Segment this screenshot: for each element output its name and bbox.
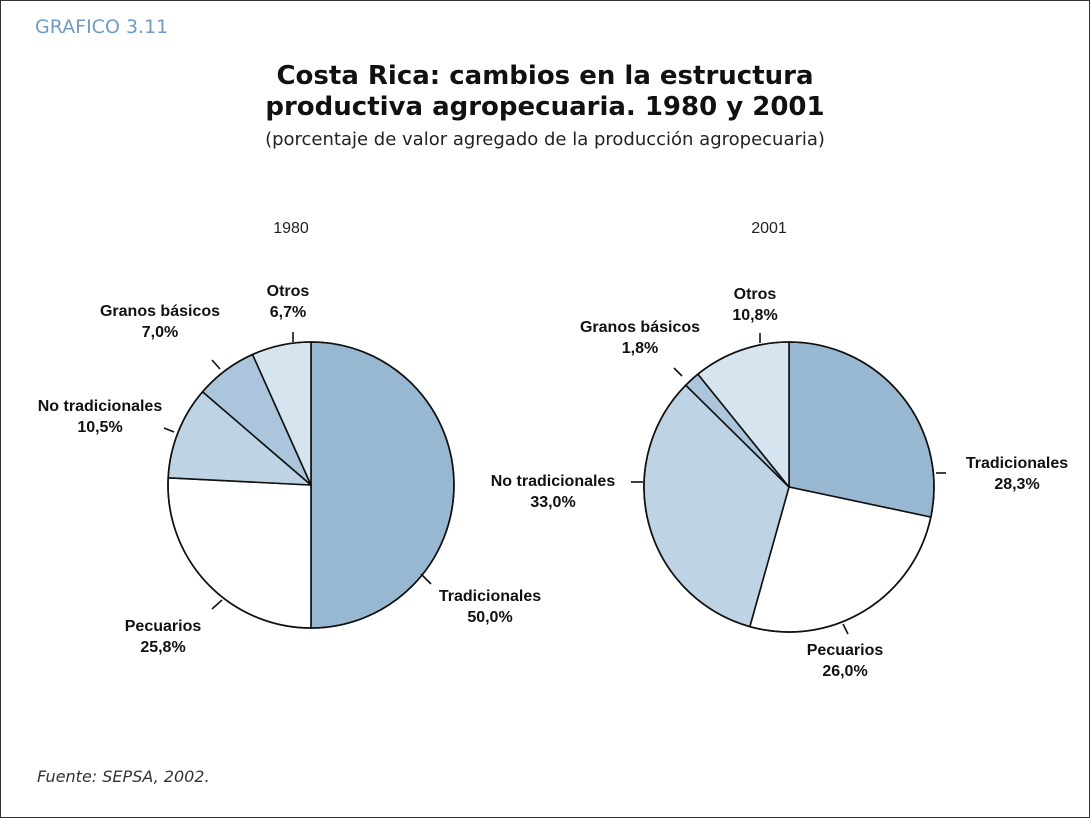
- leader-line-tradicionales: [420, 573, 432, 585]
- slice-value-tradicionales: 28,3%: [994, 476, 1039, 493]
- pie-outline: [643, 341, 935, 633]
- leader-line-pecuarios: [842, 623, 849, 635]
- leader-line-granos-basicos: [673, 367, 683, 377]
- figure-label: GRAFICO 3.11: [35, 16, 169, 38]
- slice-label-otros: Otros: [734, 286, 777, 303]
- slice-label-tradicionales: Tradicionales: [439, 588, 541, 605]
- pie-slice-tradicionales: [310, 341, 455, 629]
- pie-slice-pecuarios: [167, 477, 312, 629]
- pie-title: 1980: [273, 220, 309, 237]
- leader-line-granos-basicos: [211, 359, 221, 370]
- leader-line-no-tradicionales: [163, 427, 175, 433]
- slice-value-tradicionales: 50,0%: [467, 609, 512, 626]
- pie-outline: [167, 341, 455, 629]
- slice-value-pecuarios: 25,8%: [140, 639, 185, 656]
- pie-2001: 2001 Tradicionales 28,3% Pecuarios 26,0% No t…: [491, 220, 1068, 680]
- slice-label-granos-basicos: Granos básicos: [100, 303, 220, 320]
- chart-title-line1: Costa Rica: cambios en la estructura: [276, 61, 814, 91]
- slice-label-tradicionales: Tradicionales: [966, 455, 1068, 472]
- slice-label-no-tradicionales: No tradicionales: [491, 473, 616, 490]
- leader-line-pecuarios: [211, 599, 223, 610]
- slice-label-granos-basicos: Granos básicos: [580, 319, 700, 336]
- slice-value-pecuarios: 26,0%: [822, 663, 867, 680]
- chart-title-line2: productiva agropecuaria. 1980 y 2001: [265, 92, 825, 122]
- slice-label-pecuarios: Pecuarios: [125, 618, 202, 635]
- slice-value-otros: 6,7%: [270, 304, 306, 321]
- slice-value-granos-basicos: 1,8%: [622, 340, 658, 357]
- slice-label-otros: Otros: [267, 283, 310, 300]
- slice-value-otros: 10,8%: [732, 307, 777, 324]
- slice-value-no-tradicionales: 33,0%: [530, 494, 575, 511]
- pie-title: 2001: [751, 220, 787, 237]
- slice-label-no-tradicionales: No tradicionales: [38, 398, 163, 415]
- slice-value-granos-basicos: 7,0%: [142, 324, 178, 341]
- chart-subtitle: (porcentaje de valor agregado de la prod…: [265, 129, 825, 150]
- source-note: Fuente: SEPSA, 2002.: [37, 767, 210, 786]
- slice-label-pecuarios: Pecuarios: [807, 642, 884, 659]
- slice-value-no-tradicionales: 10,5%: [77, 419, 122, 436]
- pie-1980: 1980 Tradicionales 50,0% Pecuarios 25,8% No t…: [38, 220, 541, 656]
